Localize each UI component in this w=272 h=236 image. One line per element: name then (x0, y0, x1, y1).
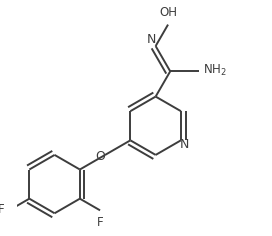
Text: NH$_2$: NH$_2$ (203, 63, 227, 78)
Text: F: F (97, 216, 103, 229)
Text: F: F (0, 203, 4, 216)
Text: OH: OH (159, 6, 177, 19)
Text: N: N (179, 138, 189, 151)
Text: O: O (95, 150, 106, 163)
Text: N: N (147, 33, 156, 46)
